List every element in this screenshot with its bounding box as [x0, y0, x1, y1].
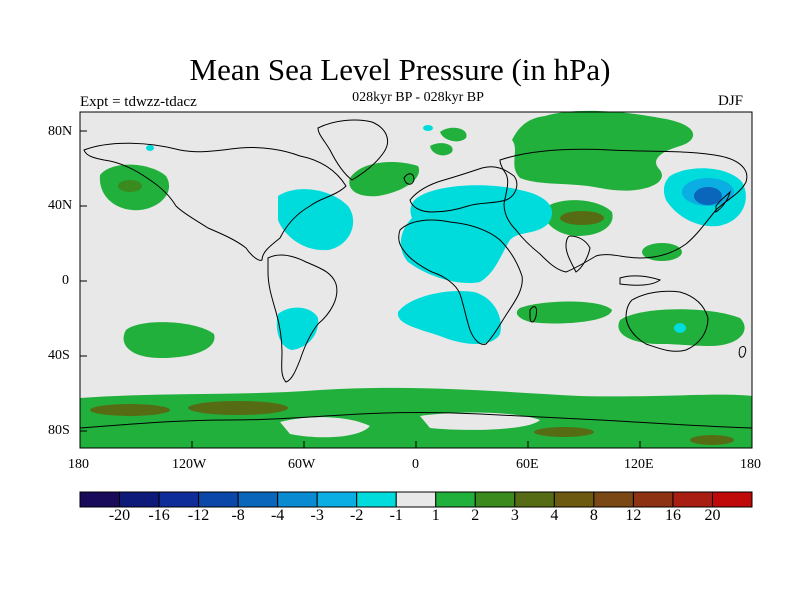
- coastline-greenland: [317, 119, 388, 181]
- anomaly-arctic-small: [430, 143, 453, 156]
- colorbar-label: 16: [664, 507, 681, 524]
- anomaly-indian-ocean: [516, 301, 612, 324]
- antarctic-gap-2: [420, 412, 540, 430]
- coastline-indonesia: [619, 275, 662, 286]
- y-tick-label: 40S: [48, 348, 70, 363]
- anomaly-mediterranean-north-africa: [400, 185, 553, 284]
- x-tick-label: 180: [68, 457, 89, 472]
- anomaly-south-pacific: [123, 322, 215, 358]
- anomaly-antarctic-core-2: [188, 401, 288, 415]
- y-tick-label: 40N: [48, 198, 73, 213]
- x-tick-label: 60W: [288, 457, 316, 472]
- coastline-japan: [715, 190, 731, 213]
- x-tick-label: 120W: [172, 457, 207, 472]
- antarctic-gap: [280, 417, 370, 438]
- anomaly-australia-east: [674, 323, 686, 333]
- anomaly-north-pacific-core: [118, 180, 142, 192]
- chart-title: Mean Sea Level Pressure (in hPa): [189, 52, 611, 87]
- colorbar-label: -20: [108, 507, 131, 524]
- x-tick-label: 0: [412, 457, 419, 472]
- coastline-north-america: [83, 142, 347, 261]
- y-tick-label: 80S: [48, 423, 70, 438]
- anomaly-east-asia-core: [694, 187, 722, 205]
- anomaly-antarctic-core-1: [90, 404, 170, 416]
- coastline-india: [565, 235, 591, 273]
- x-tick-label: 60E: [516, 457, 539, 472]
- coastlines: [79, 119, 753, 429]
- coastline-australia: [625, 290, 709, 352]
- y-tick-label: 80N: [48, 124, 73, 139]
- anomaly-antarctic-core-4: [690, 435, 734, 445]
- anomaly-north-atlantic-small: [146, 145, 154, 151]
- coastline-africa: [398, 219, 523, 345]
- coastline-new-zealand: [738, 345, 747, 358]
- colorbar-label: 3: [510, 507, 519, 524]
- anomaly-arctic: [512, 110, 694, 191]
- colorbar-label: -1: [389, 507, 403, 524]
- anomaly-canada-small: [423, 125, 433, 131]
- experiment-label: Expt = tdwzz-tdacz: [80, 94, 197, 110]
- y-tick-label: 0: [62, 273, 69, 288]
- season-label: DJF: [718, 93, 744, 109]
- colorbar-label: 12: [625, 507, 642, 524]
- anomaly-canada: [440, 127, 467, 142]
- anomaly-west-pacific: [642, 243, 682, 261]
- axis-ticks: [79, 130, 753, 448]
- colorbar-label: 8: [589, 507, 598, 524]
- anomaly-fields: [80, 110, 752, 448]
- coastline-antarctica: [79, 412, 753, 429]
- coastline-uk: [403, 173, 415, 185]
- colorbar-label: -12: [187, 507, 210, 524]
- coastline-asia: [499, 148, 748, 273]
- x-tick-label: 120E: [624, 457, 654, 472]
- coastline-europe: [409, 166, 518, 213]
- colorbar-label: -4: [270, 507, 285, 524]
- chart-subtitle: 028kyr BP - 028kyr BP: [352, 90, 484, 105]
- x-tick-label: 180: [740, 457, 761, 472]
- colorbar-label: 4: [550, 507, 559, 524]
- anomaly-south-atlantic: [397, 290, 501, 344]
- colorbar-label: -16: [148, 507, 170, 524]
- colorbar-label: -2: [350, 507, 364, 524]
- colorbar-label: 2: [471, 507, 480, 524]
- anomaly-us-east: [278, 189, 354, 251]
- colorbar-label: 1: [431, 507, 440, 524]
- coastline-madagascar: [529, 306, 537, 323]
- colorbar-label: 20: [704, 507, 721, 524]
- anomaly-southern-ocean: [80, 387, 752, 448]
- coastline-south-america: [267, 254, 338, 383]
- anomaly-antarctic-core-3: [534, 427, 594, 437]
- anomaly-tibet-core: [560, 211, 604, 225]
- map-plot-area: [79, 110, 753, 449]
- colorbar-label: -3: [310, 507, 324, 524]
- colorbar-label: -8: [231, 507, 245, 524]
